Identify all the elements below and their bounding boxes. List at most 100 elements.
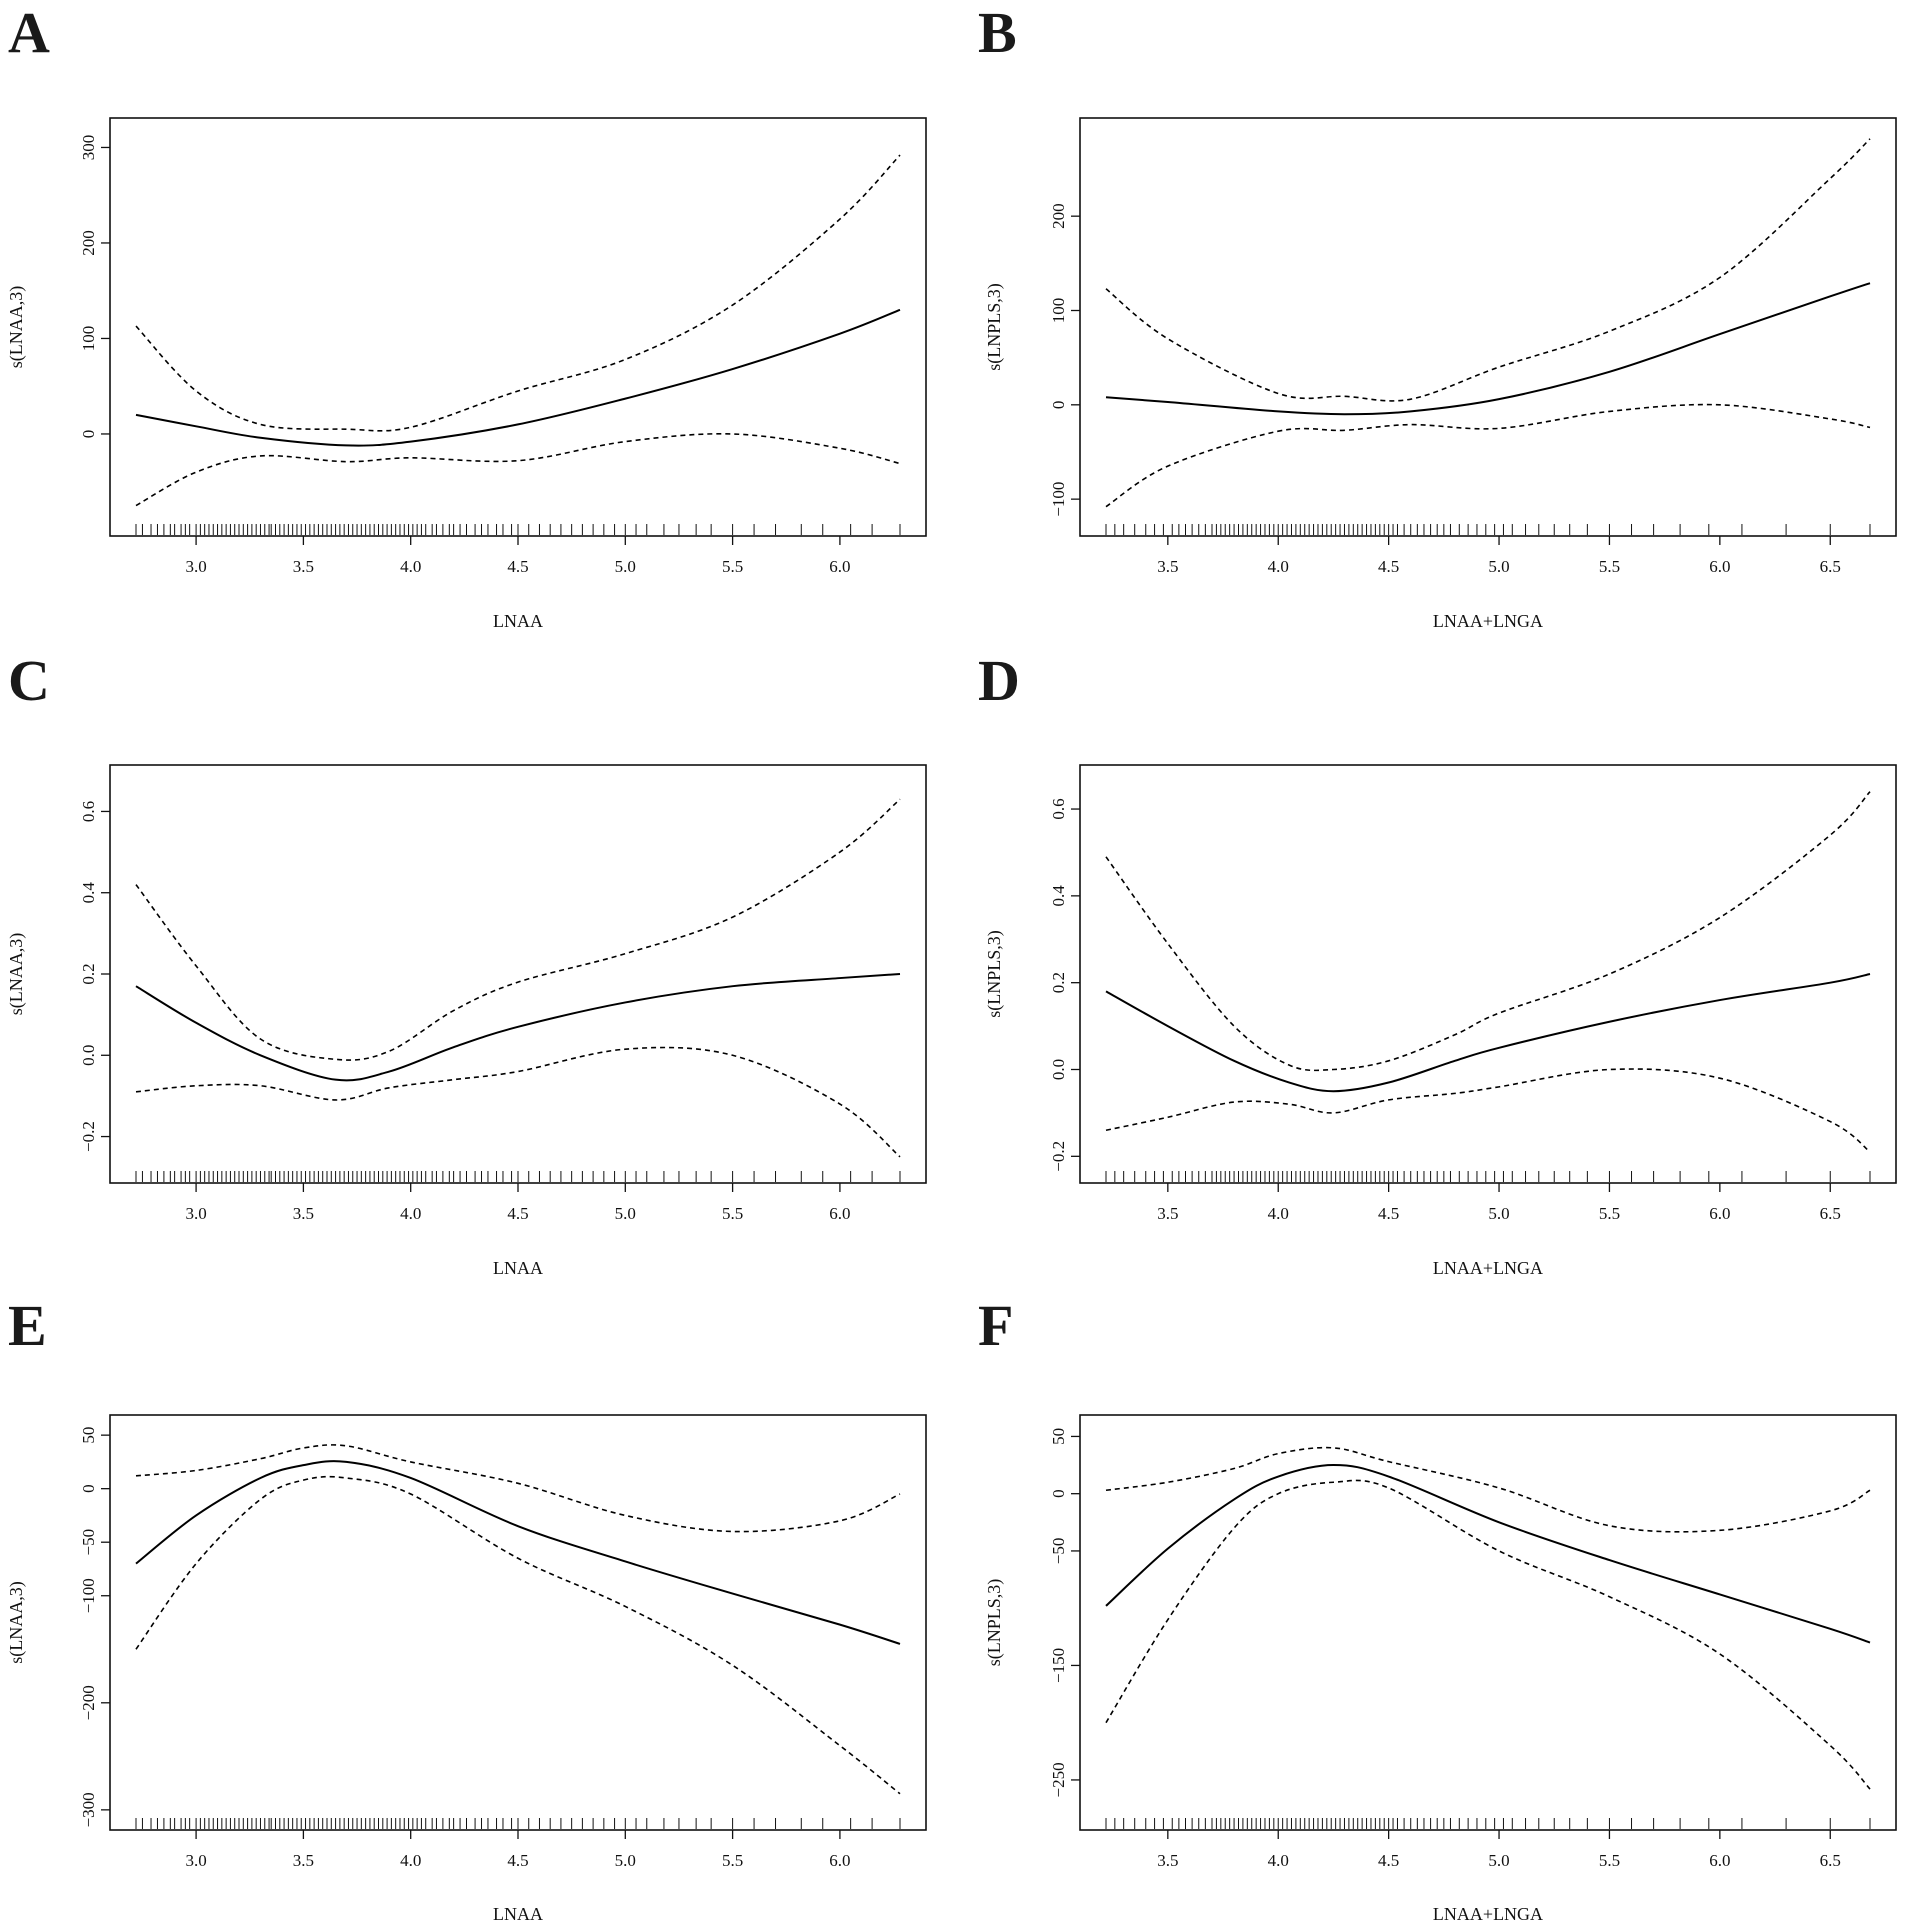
panel-letter: A	[8, 0, 50, 65]
x-tick-label: 3.0	[185, 1851, 206, 1870]
y-tick-label: 0	[1049, 401, 1068, 410]
x-tick-label: 5.5	[1599, 1204, 1620, 1223]
x-tick-label: 5.5	[722, 1851, 743, 1870]
series-line-lower	[135, 1475, 901, 1795]
x-tick-label: 6.0	[829, 557, 850, 576]
y-tick-label: 0.6	[1049, 798, 1068, 819]
x-tick-label: 6.0	[1709, 557, 1730, 576]
y-axis: −100 0 100 200	[1049, 203, 1080, 517]
x-tick-label: 5.5	[1599, 557, 1620, 576]
panel-letter: F	[978, 1293, 1013, 1358]
x-tick-label: 6.5	[1820, 1851, 1841, 1870]
x-tick-label: 3.0	[185, 557, 206, 576]
x-tick-label: 5.0	[1488, 1851, 1509, 1870]
plot-frame	[1079, 117, 1897, 537]
x-tick-label: 4.5	[507, 557, 528, 576]
y-tick-label: 0.4	[79, 882, 98, 904]
x-axis: 3.0 3.5 4.0 4.5 5.0 5.5 6.0	[185, 1183, 851, 1223]
y-axis-label: s(LNAA,3)	[6, 1581, 27, 1664]
x-axis-label: LNAA+LNGA	[1433, 1904, 1543, 1924]
series-line-fit	[135, 973, 901, 1082]
y-tick-label: −300	[79, 1792, 98, 1827]
x-tick-label: 3.5	[1157, 1204, 1178, 1223]
x-tick-label: 3.5	[1157, 1851, 1178, 1870]
y-tick-label: 0	[1049, 1489, 1068, 1498]
y-axis: −0.2 0.0 0.2 0.4 0.6	[79, 801, 110, 1152]
panel-letter: E	[8, 1293, 47, 1358]
series-line-lower	[1105, 1068, 1871, 1153]
x-tick-label: 6.0	[1709, 1851, 1730, 1870]
y-axis-label: s(LNPLS,3)	[984, 930, 1005, 1018]
y-axis-label: s(LNAA,3)	[6, 286, 27, 369]
y-tick-label: 0.0	[79, 1045, 98, 1066]
y-tick-label: 200	[1049, 203, 1068, 229]
x-tick-label: 3.5	[1157, 557, 1178, 576]
panel-e: E −300 −200 −100 −50 0 50 3.0 3.5 4.0 4.5 5.0 5.5 6…	[6, 1293, 927, 1924]
plot-frame	[1079, 1414, 1897, 1831]
x-tick-label: 4.0	[1268, 1851, 1289, 1870]
y-axis: −0.2 0.0 0.2 0.4 0.6	[1049, 798, 1080, 1172]
series-line-fit	[1105, 1464, 1871, 1644]
rug-marks	[1105, 1171, 1871, 1182]
y-axis-label: s(LNPLS,3)	[984, 1579, 1005, 1667]
x-tick-label: 4.0	[400, 1851, 421, 1870]
panel-letter: B	[978, 0, 1017, 65]
panel-f: F −250 −150 −50 0 50 3.5 4.0 4.5 5.0 5.5 6.0 6.5 s…	[978, 1293, 1897, 1924]
x-tick-label: 4.0	[1268, 1204, 1289, 1223]
plot-frame	[1079, 764, 1897, 1184]
series-line-fit	[1105, 973, 1871, 1093]
series-line-lower	[135, 1046, 901, 1158]
x-axis-label: LNAA	[493, 1258, 543, 1278]
y-axis: −250 −150 −50 0 50	[1049, 1428, 1080, 1797]
y-axis-label: s(LNPLS,3)	[984, 283, 1005, 371]
x-axis-label: LNAA	[493, 1904, 543, 1924]
series-line-lower	[135, 432, 901, 507]
y-tick-label: −150	[1049, 1648, 1068, 1683]
x-tick-label: 5.5	[722, 557, 743, 576]
x-tick-label: 5.0	[1488, 557, 1509, 576]
y-axis: −300 −200 −100 −50 0 50	[79, 1427, 110, 1827]
x-tick-label: 5.0	[615, 1851, 636, 1870]
y-tick-label: −100	[79, 1578, 98, 1613]
x-axis: 3.0 3.5 4.0 4.5 5.0 5.5 6.0	[185, 536, 851, 576]
x-tick-label: 6.0	[1709, 1204, 1730, 1223]
y-tick-label: −100	[1049, 482, 1068, 517]
x-tick-label: 4.5	[507, 1851, 528, 1870]
series-lines	[135, 798, 901, 1158]
x-tick-label: 3.5	[293, 557, 314, 576]
series-lines	[1105, 138, 1871, 508]
x-tick-label: 4.5	[1378, 1204, 1399, 1223]
x-tick-label: 4.5	[1378, 1851, 1399, 1870]
x-axis: 3.5 4.0 4.5 5.0 5.5 6.0 6.5	[1157, 1183, 1841, 1223]
series-line-upper	[1105, 791, 1871, 1072]
panel-c: C −0.2 0.0 0.2 0.4 0.6 3.0 3.5 4.0 4.5 5.0 5.5 6.0…	[6, 648, 927, 1278]
y-tick-label: 100	[79, 326, 98, 352]
series-line-lower	[1105, 1479, 1871, 1790]
x-axis-label: LNAA	[493, 611, 543, 631]
x-tick-label: 6.5	[1820, 1204, 1841, 1223]
x-axis-label: LNAA+LNGA	[1433, 1258, 1543, 1278]
series-line-fit	[135, 308, 901, 447]
rug-marks	[135, 524, 901, 535]
y-tick-label: 0.2	[79, 963, 98, 984]
x-axis: 3.0 3.5 4.0 4.5 5.0 5.5 6.0	[185, 1830, 851, 1870]
x-tick-label: 6.0	[829, 1204, 850, 1223]
series-lines	[135, 1444, 901, 1795]
y-tick-label: 50	[79, 1427, 98, 1444]
rug-marks	[135, 1171, 901, 1182]
y-tick-label: 50	[1049, 1428, 1068, 1445]
rug-marks	[135, 1818, 901, 1829]
y-tick-label: 0.4	[1049, 885, 1068, 907]
x-tick-label: 3.5	[293, 1204, 314, 1223]
y-axis-label: s(LNAA,3)	[6, 933, 27, 1016]
y-tick-label: −50	[1049, 1538, 1068, 1565]
x-tick-label: 4.0	[400, 1204, 421, 1223]
y-tick-label: 100	[1049, 298, 1068, 324]
y-tick-label: −200	[79, 1685, 98, 1720]
series-lines	[1105, 1446, 1871, 1790]
x-tick-label: 6.5	[1820, 557, 1841, 576]
panel-letter: D	[978, 648, 1020, 713]
series-lines	[1105, 791, 1871, 1153]
